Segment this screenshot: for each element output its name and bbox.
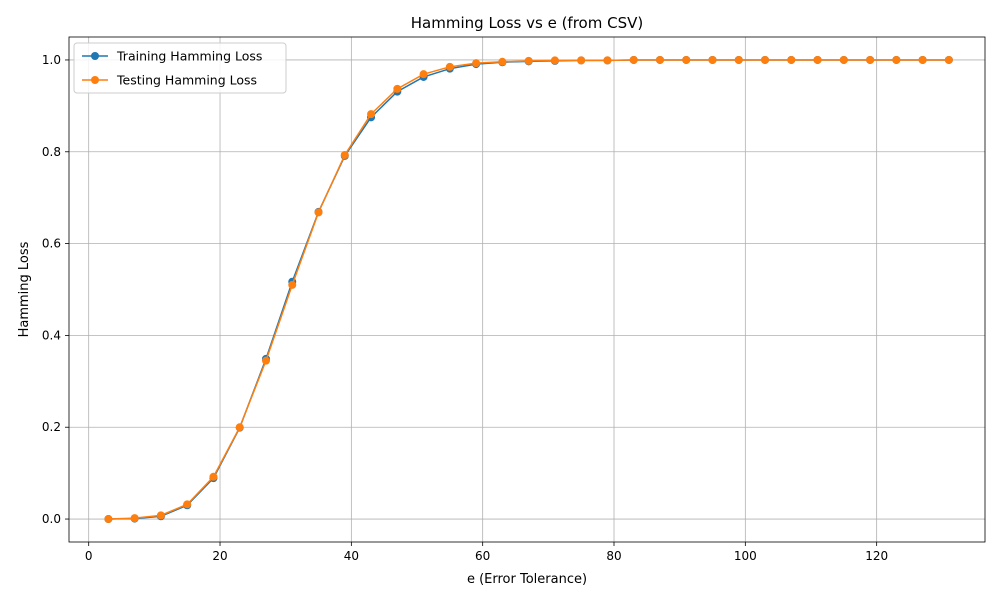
chart-title: Hamming Loss vs e (from CSV) xyxy=(411,14,643,32)
data-point xyxy=(261,356,270,365)
data-point xyxy=(892,55,901,64)
x-axis-label: e (Error Tolerance) xyxy=(467,572,587,587)
data-point xyxy=(209,472,218,481)
data-point xyxy=(761,55,770,64)
data-point xyxy=(577,56,586,65)
legend-marker xyxy=(91,52,99,60)
y-tick-label: 0.6 xyxy=(42,237,61,251)
data-point xyxy=(839,55,848,64)
y-tick-label: 0.0 xyxy=(42,512,61,526)
x-tick-label: 60 xyxy=(475,549,490,563)
x-tick-label: 100 xyxy=(734,549,757,563)
data-point xyxy=(550,56,559,65)
data-point xyxy=(524,56,533,65)
legend-item: Testing Hamming Loss xyxy=(82,73,257,88)
data-point xyxy=(708,55,717,64)
x-tick-label: 80 xyxy=(606,549,621,563)
axis-ticks: 0 20 40 60 80 100 120 0.0 0.2 0.4 0.6 0.8 1.0 xyxy=(42,53,888,563)
data-point xyxy=(156,511,165,520)
plot-frame xyxy=(68,36,986,543)
data-point xyxy=(918,55,927,64)
data-point xyxy=(288,280,297,289)
data-point xyxy=(130,514,139,523)
data-point xyxy=(235,423,244,432)
data-point xyxy=(603,56,612,65)
data-point xyxy=(682,55,691,64)
data-point xyxy=(734,55,743,64)
series-group xyxy=(104,55,953,524)
x-tick-label: 120 xyxy=(865,549,888,563)
data-point xyxy=(629,55,638,64)
y-tick-label: 1.0 xyxy=(42,53,61,67)
x-tick-label: 0 xyxy=(85,549,93,563)
legend: Training Hamming Loss Testing Hamming Los… xyxy=(73,42,287,94)
data-point xyxy=(866,55,875,64)
x-tick-label: 20 xyxy=(212,549,227,563)
data-point xyxy=(340,150,349,159)
data-point xyxy=(655,55,664,64)
data-point xyxy=(419,70,428,79)
data-point xyxy=(944,55,953,64)
data-point xyxy=(393,84,402,93)
data-point xyxy=(813,55,822,64)
y-tick-label: 0.4 xyxy=(42,328,61,342)
data-point xyxy=(472,59,481,68)
y-tick-label: 0.2 xyxy=(42,420,61,434)
data-point xyxy=(183,500,192,509)
series-2 xyxy=(104,55,953,524)
data-point xyxy=(787,55,796,64)
x-tick-label: 40 xyxy=(344,549,359,563)
data-point xyxy=(104,515,113,524)
legend-box xyxy=(73,42,287,94)
data-point xyxy=(498,57,507,66)
legend-label: Testing Hamming Loss xyxy=(116,73,257,88)
legend-label: Training Hamming Loss xyxy=(116,49,262,64)
legend-item: Training Hamming Loss xyxy=(82,49,262,64)
data-point xyxy=(314,208,323,217)
y-axis-label: Hamming Loss xyxy=(17,241,32,337)
y-tick-label: 0.8 xyxy=(42,145,61,159)
data-point xyxy=(445,62,454,71)
data-point xyxy=(367,110,376,119)
legend-marker xyxy=(91,76,99,84)
grid-lines xyxy=(69,37,985,542)
